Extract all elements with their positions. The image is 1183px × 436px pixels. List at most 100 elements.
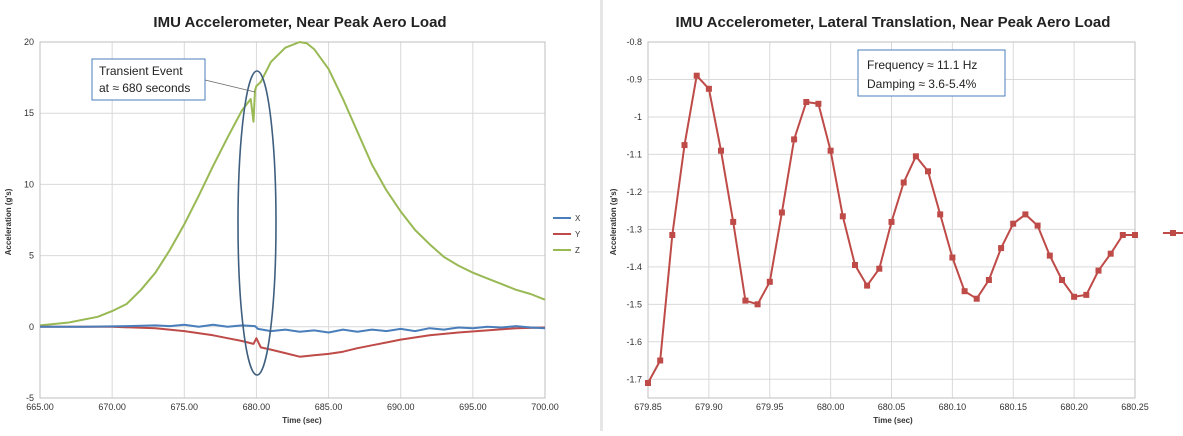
chart-divider xyxy=(600,0,603,431)
x-tick-label: 670.00 xyxy=(98,402,126,412)
data-point-marker xyxy=(937,211,944,218)
x-tick-label: 680.15 xyxy=(999,402,1027,412)
x-tick-label: 675.00 xyxy=(171,402,199,412)
data-point-marker xyxy=(693,72,700,79)
data-point-marker xyxy=(864,282,871,289)
legend-label-y: Y xyxy=(575,230,581,239)
y-tick-label: -1.3 xyxy=(626,224,642,234)
data-point-marker xyxy=(669,232,676,238)
series-line-x xyxy=(40,323,546,334)
data-point-marker xyxy=(1107,250,1114,257)
series-line-y xyxy=(40,325,546,358)
data-point-marker xyxy=(839,213,846,220)
chart-right-title: IMU Accelerometer, Lateral Translation, … xyxy=(676,14,1111,31)
transient-event-ellipse xyxy=(237,70,277,376)
transient-event-callout-line-2: at ≈ 680 seconds xyxy=(99,81,190,95)
y-tick-label: -1 xyxy=(634,112,642,122)
chart-right-legend xyxy=(1163,230,1183,236)
x-tick-label: 680.05 xyxy=(878,402,906,412)
x-tick-label: 680.00 xyxy=(243,402,271,412)
data-point-marker xyxy=(888,218,895,225)
x-tick-label: 679.95 xyxy=(756,402,784,412)
x-tick-label: 679.85 xyxy=(634,402,662,412)
data-point-marker xyxy=(925,168,931,175)
chart-left-svg: IMU Accelerometer, Near Peak Aero Load 6… xyxy=(0,0,600,431)
chart-left-y-ticks: -5 0 5 10 15 20 xyxy=(24,37,34,403)
y-tick-label: -0.8 xyxy=(626,37,642,47)
data-point-marker xyxy=(961,288,968,295)
data-point-marker xyxy=(791,136,798,143)
y-tick-label: -1.1 xyxy=(626,149,642,159)
chart-left-series xyxy=(39,41,546,358)
data-point-marker xyxy=(1119,232,1126,238)
data-point-marker xyxy=(1022,211,1029,218)
chart-left-legend: XYZ xyxy=(553,214,581,255)
data-point-marker xyxy=(766,278,773,285)
y-tick-label: 0 xyxy=(29,322,34,332)
transient-event-callout-box xyxy=(91,58,206,101)
chart-right-y-axis-title: Acceleration (g's) xyxy=(609,188,618,255)
y-tick-label: -5 xyxy=(26,393,34,403)
data-point-marker xyxy=(815,100,822,107)
y-tick-label: 10 xyxy=(24,179,34,189)
chart-right-svg: IMU Accelerometer, Lateral Translation, … xyxy=(603,0,1183,431)
y-tick-label: -1.5 xyxy=(626,299,642,309)
y-tick-label: -1.2 xyxy=(626,187,642,197)
x-tick-label: 690.00 xyxy=(387,402,415,412)
data-point-marker xyxy=(1059,277,1065,283)
frequency-damping-callout-box xyxy=(857,49,1006,97)
data-point-marker xyxy=(803,99,810,105)
transient-event-callout-line-1: Transient Event xyxy=(99,64,183,78)
chart-right-x-ticks: 679.85 679.90 679.95 680.00 680.05 680.10 680.… xyxy=(634,402,1149,412)
y-tick-label: 15 xyxy=(24,108,34,118)
y-tick-label: 20 xyxy=(24,37,34,47)
data-point-marker xyxy=(1132,232,1138,238)
chart-left: IMU Accelerometer, Near Peak Aero Load 6… xyxy=(0,0,600,431)
data-point-marker xyxy=(912,153,919,160)
y-tick-label: -1.6 xyxy=(626,337,642,347)
legend-label-z: Z xyxy=(575,246,580,255)
chart-left-grid xyxy=(39,41,546,399)
data-point-marker xyxy=(657,357,664,364)
legend-label-x: X xyxy=(575,214,581,223)
data-point-marker xyxy=(718,147,724,154)
x-tick-label: 680.10 xyxy=(939,402,967,412)
y-tick-label: -0.9 xyxy=(626,74,642,84)
data-point-marker xyxy=(1046,252,1053,259)
x-tick-label: 700.00 xyxy=(531,402,559,412)
x-tick-label: 695.00 xyxy=(459,402,487,412)
y-tick-label: 5 xyxy=(29,251,34,261)
chart-right-x-axis-title: Time (sec) xyxy=(873,416,913,425)
chart-left-background xyxy=(0,0,600,431)
annotation-leader-line xyxy=(204,79,256,93)
chart-right-series xyxy=(645,72,1138,386)
data-point-marker xyxy=(852,262,858,268)
x-tick-label: 680.20 xyxy=(1060,402,1088,412)
data-point-marker xyxy=(742,297,749,304)
x-tick-label: 685.00 xyxy=(315,402,343,412)
data-point-marker xyxy=(705,85,712,92)
data-point-marker xyxy=(998,245,1005,252)
data-point-marker xyxy=(1010,220,1017,227)
data-point-marker xyxy=(730,218,737,225)
plot-area-border xyxy=(39,41,546,399)
data-point-marker xyxy=(1083,291,1090,298)
data-point-marker xyxy=(681,142,688,149)
x-tick-label: 680.00 xyxy=(817,402,845,412)
damping-callout-line: Damping ≈ 3.6-5.4% xyxy=(867,77,977,91)
data-point-marker xyxy=(1071,293,1078,300)
data-point-marker xyxy=(973,295,980,302)
x-tick-label: 665.00 xyxy=(26,402,54,412)
data-point-marker xyxy=(876,265,883,272)
chart-left-x-ticks: 665.00 670.00 675.00 680.00 685.00 690.00 695.… xyxy=(26,402,559,412)
data-point-marker xyxy=(1034,222,1041,229)
data-point-marker xyxy=(778,209,785,216)
data-point-marker xyxy=(949,254,956,261)
data-point-marker xyxy=(645,380,651,386)
frequency-callout-line: Frequency ≈ 11.1 Hz xyxy=(867,58,977,72)
plot-area-border xyxy=(647,41,1136,399)
data-point-marker xyxy=(754,301,761,308)
chart-left-title: IMU Accelerometer, Near Peak Aero Load xyxy=(153,14,446,31)
x-tick-label: 680.25 xyxy=(1121,402,1149,412)
data-point-marker xyxy=(985,277,992,283)
